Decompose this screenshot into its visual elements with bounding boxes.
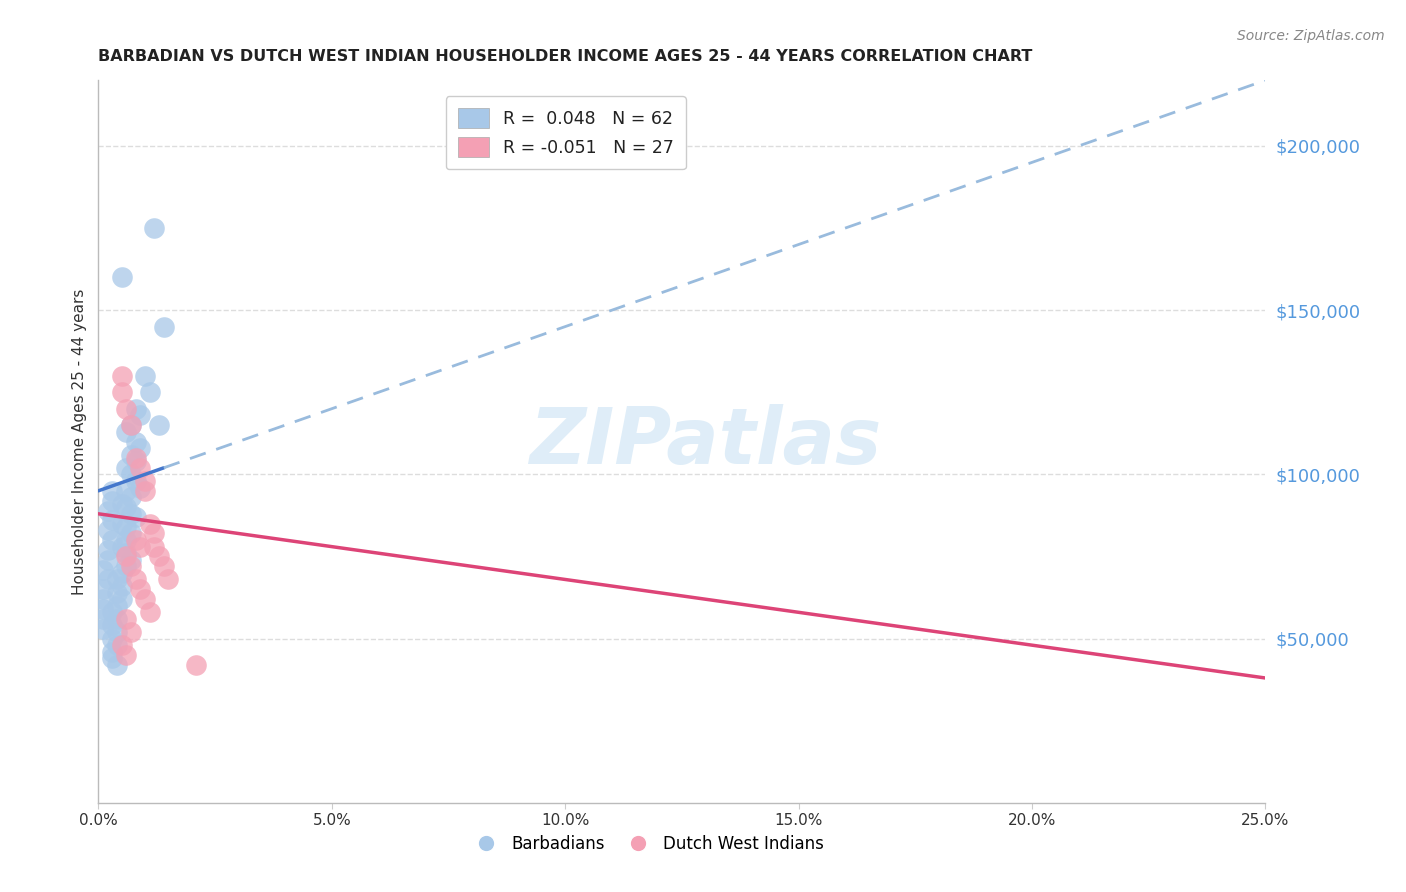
Point: [120, 559, 142, 574]
Point: [125, 474, 148, 488]
Point: [120, 625, 142, 640]
Point: [125, 401, 148, 416]
Point: [115, 648, 138, 662]
Point: [148, 549, 170, 564]
Point: [115, 401, 138, 416]
Point: [115, 559, 138, 574]
Point: [134, 368, 156, 383]
Point: [105, 585, 128, 599]
Point: [186, 657, 208, 672]
Legend: Barbadians, Dutch West Indians: Barbadians, Dutch West Indians: [463, 828, 831, 860]
Point: [152, 559, 174, 574]
Point: [120, 448, 142, 462]
Point: [120, 553, 142, 567]
Point: [111, 592, 134, 607]
Point: [101, 533, 124, 547]
Point: [111, 497, 134, 511]
Point: [143, 526, 166, 541]
Point: [134, 592, 156, 607]
Point: [115, 549, 138, 564]
Point: [111, 368, 134, 383]
Point: [115, 500, 138, 515]
Point: [101, 645, 124, 659]
Point: [111, 540, 134, 554]
Point: [91, 612, 114, 626]
Point: [101, 651, 124, 665]
Point: [129, 409, 152, 423]
Point: [115, 533, 138, 547]
Point: [91, 592, 114, 607]
Point: [120, 418, 142, 433]
Point: [101, 632, 124, 646]
Point: [101, 483, 124, 498]
Point: [115, 546, 138, 560]
Point: [97, 523, 120, 537]
Point: [105, 657, 128, 672]
Point: [129, 441, 152, 455]
Point: [143, 540, 166, 554]
Point: [105, 638, 128, 652]
Point: [129, 540, 152, 554]
Point: [111, 579, 134, 593]
Point: [111, 516, 134, 531]
Point: [134, 483, 156, 498]
Point: [120, 491, 142, 505]
Point: [115, 425, 138, 439]
Point: [105, 625, 128, 640]
Point: [125, 434, 148, 449]
Point: [105, 573, 128, 587]
Point: [111, 566, 134, 580]
Point: [101, 493, 124, 508]
Point: [125, 510, 148, 524]
Text: Source: ZipAtlas.com: Source: ZipAtlas.com: [1237, 29, 1385, 44]
Point: [111, 385, 134, 400]
Point: [97, 553, 120, 567]
Text: ZIPatlas: ZIPatlas: [529, 403, 882, 480]
Point: [120, 418, 142, 433]
Point: [91, 582, 114, 597]
Text: BARBADIAN VS DUTCH WEST INDIAN HOUSEHOLDER INCOME AGES 25 - 44 YEARS CORRELATION: BARBADIAN VS DUTCH WEST INDIAN HOUSEHOLD…: [98, 49, 1033, 64]
Point: [125, 533, 148, 547]
Point: [115, 483, 138, 498]
Point: [125, 450, 148, 465]
Point: [125, 573, 148, 587]
Point: [105, 612, 128, 626]
Point: [148, 418, 170, 433]
Point: [120, 526, 142, 541]
Point: [101, 513, 124, 527]
Point: [97, 542, 120, 557]
Y-axis label: Householder Income Ages 25 - 44 years: Householder Income Ages 25 - 44 years: [72, 288, 87, 595]
Point: [134, 474, 156, 488]
Point: [91, 563, 114, 577]
Point: [97, 573, 120, 587]
Point: [139, 516, 162, 531]
Point: [101, 618, 124, 632]
Point: [139, 385, 162, 400]
Point: [143, 221, 166, 235]
Point: [91, 622, 114, 636]
Point: [115, 460, 138, 475]
Point: [97, 503, 120, 517]
Point: [129, 582, 152, 597]
Point: [157, 573, 180, 587]
Point: [129, 460, 152, 475]
Point: [120, 507, 142, 521]
Point: [91, 602, 114, 616]
Point: [115, 612, 138, 626]
Point: [139, 605, 162, 619]
Point: [105, 599, 128, 613]
Point: [120, 467, 142, 482]
Point: [111, 638, 134, 652]
Point: [115, 520, 138, 534]
Point: [101, 605, 124, 619]
Point: [152, 319, 174, 334]
Point: [111, 270, 134, 285]
Point: [129, 481, 152, 495]
Point: [125, 454, 148, 468]
